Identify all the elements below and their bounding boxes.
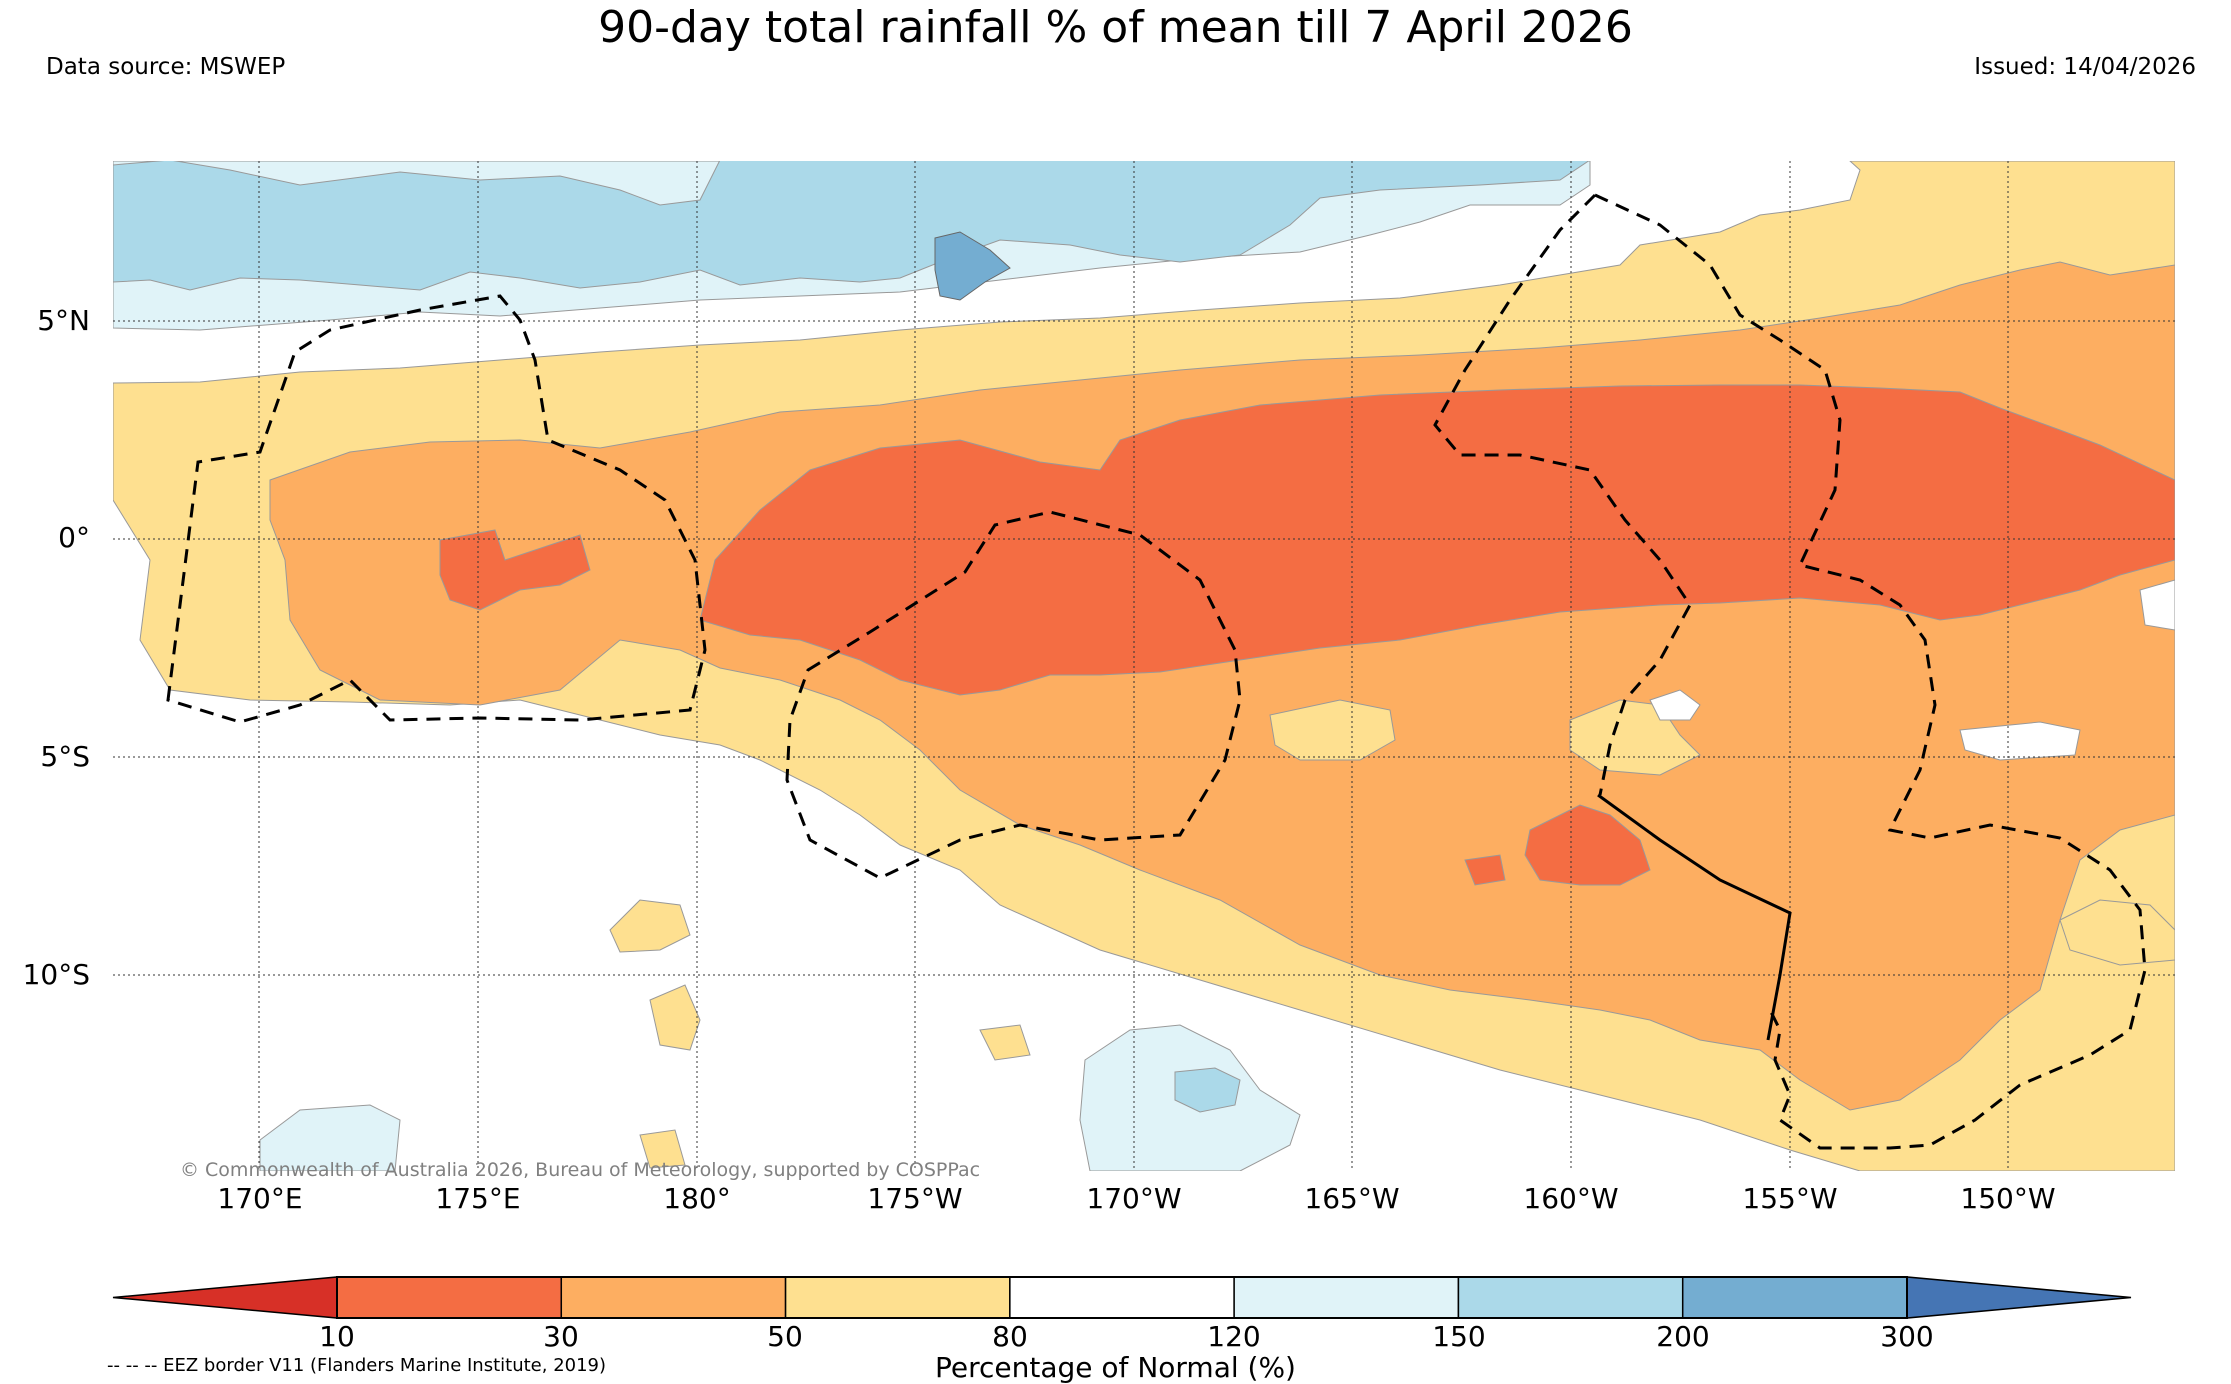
colorbar-bin-50-80	[784, 1276, 1011, 1319]
field-10-30-south	[1524, 804, 1651, 886]
colorbar-tick-50: 50	[767, 1320, 803, 1353]
field-10-30-core	[699, 384, 2175, 696]
colorbar-bins	[112, 1276, 2132, 1319]
lon-label-150w: 150°W	[1960, 1182, 2056, 1215]
lat-label-5s: 5°S	[40, 740, 90, 773]
eez-border-tokelau	[785, 510, 1242, 880]
lat-label-0: 0°	[58, 521, 90, 554]
field-80-120-hole-c	[2139, 579, 2175, 631]
lon-label-175w: 175°W	[867, 1182, 963, 1215]
field-50-80-island-b	[649, 984, 701, 1051]
colorbar-title: Percentage of Normal (%)	[935, 1351, 1296, 1384]
field-120-150-southwest	[259, 1104, 401, 1171]
data-source-label: Data source: MSWEP	[46, 54, 286, 80]
field-50-80-inner-c	[2059, 899, 2175, 966]
colorbar-frame	[336, 1276, 1908, 1319]
lon-label-180: 180°	[663, 1182, 731, 1215]
colorbar-tick-120: 120	[1207, 1320, 1261, 1353]
copyright-notice: © Commonwealth of Australia 2026, Bureau…	[180, 1159, 981, 1181]
field-10-30-southdot	[1464, 854, 1506, 886]
colorbar-tick-10: 10	[319, 1320, 355, 1353]
colorbar-bin-80-120	[1009, 1276, 1235, 1319]
field-80-120-hole-a	[1649, 689, 1701, 721]
field-50-80-island-c	[639, 1129, 686, 1169]
colorbar-bin-200-300	[1681, 1276, 1908, 1319]
field-80-120-hole-b	[1959, 721, 2081, 761]
lon-label-155w: 155°W	[1742, 1182, 1838, 1215]
colorbar-bin-30-50	[560, 1276, 787, 1319]
colorbar-tick-150: 150	[1432, 1320, 1486, 1353]
colorbar-tick-300: 300	[1880, 1320, 1934, 1353]
colorbar-tick-80: 80	[992, 1320, 1028, 1353]
lon-label-170w: 170°W	[1086, 1182, 1182, 1215]
lon-label-170e: 170°E	[217, 1182, 303, 1215]
colorbar-bin->300	[1906, 1276, 2132, 1319]
colorbar-bin-<10	[112, 1276, 338, 1319]
colorbar-bin-10-30	[336, 1276, 563, 1319]
eez-note: -- -- -- EEZ border V11 (Flanders Marine…	[107, 1355, 607, 1376]
field-10-30-islet	[439, 529, 591, 611]
eez-border-kiribati-gilbert	[166, 294, 707, 724]
eez-border-line-islands	[1594, 193, 2147, 1150]
colorbar-bin-150-200	[1457, 1276, 1684, 1319]
field-50-80-island-a	[609, 899, 691, 953]
eez-border-phoenix	[1433, 193, 1692, 796]
field-50-80-island-d	[979, 1024, 1031, 1061]
lon-label-165w: 165°W	[1304, 1182, 1400, 1215]
colorbar-tick-30: 30	[543, 1320, 579, 1353]
lon-label-160w: 160°W	[1523, 1182, 1619, 1215]
rainfall-fields	[113, 161, 2175, 1171]
field-150-200-south	[1174, 1067, 1241, 1113]
lat-label-10s: 10°S	[22, 958, 90, 991]
colorbar-tick-200: 200	[1656, 1320, 1710, 1353]
colorbar-bin-120-150	[1233, 1276, 1460, 1319]
field-200-300-north	[934, 231, 1011, 301]
eez-borders	[166, 193, 2147, 1150]
eez-border-solid	[1597, 793, 1792, 1041]
field-50-80-inner-a	[1269, 699, 1396, 761]
lon-label-175e: 175°E	[435, 1182, 521, 1215]
map-title: 90-day total rainfall % of mean till 7 A…	[598, 2, 1633, 53]
lat-label-5n: 5°N	[37, 304, 90, 337]
field-150-200-north	[113, 161, 1590, 291]
issued-date-label: Issued: 14/04/2026	[1974, 54, 2196, 80]
